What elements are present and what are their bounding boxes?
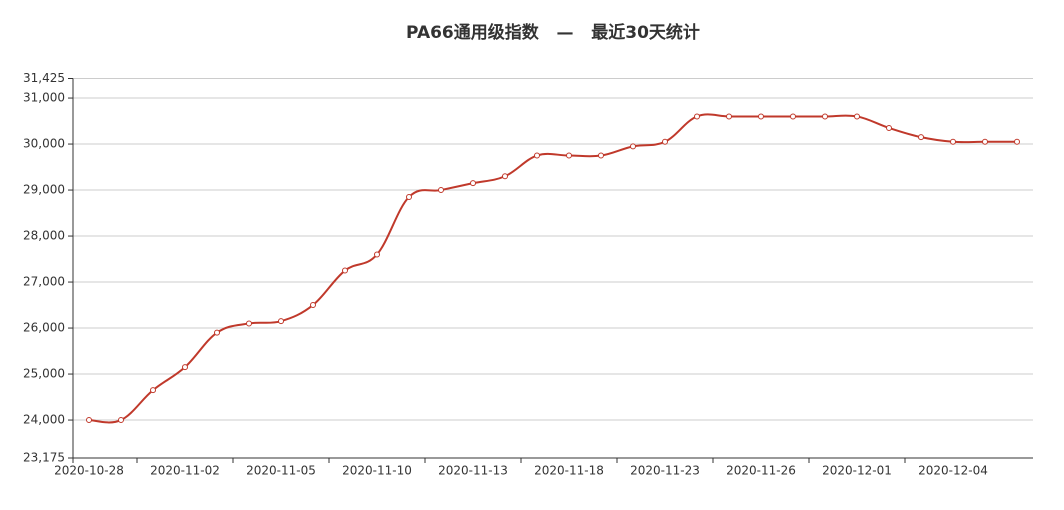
point [630,143,636,150]
x-tick-label: 2020-11-10 [342,464,412,478]
point [1014,138,1020,145]
point [566,152,572,159]
point [246,320,252,327]
point [86,417,92,424]
point [374,251,380,258]
chart-title: PA66通用级指数 — 最近30天统计 [406,22,700,43]
y-tick-label: 29,000 [23,183,65,197]
x-tick-label: 2020-11-02 [150,464,220,478]
x-tick-label: 2020-11-13 [438,464,508,478]
point [918,134,924,141]
point [726,113,732,120]
point [758,113,764,120]
point [438,187,444,194]
point [470,180,476,187]
point [182,364,188,371]
x-tick-label: 2020-10-28 [54,464,124,478]
point [150,387,156,394]
point [662,138,668,145]
point [214,329,220,336]
point [118,417,124,424]
y-tick-label: 26,000 [23,321,65,335]
point [534,152,540,159]
point [694,113,700,120]
series-line [88,113,1017,424]
point [854,113,860,120]
y-tick-label: 23,175 [23,451,65,465]
point [886,124,892,131]
y-tick-label: 25,000 [23,367,65,381]
point [342,267,348,274]
point [822,113,828,120]
x-tick-label: 2020-11-23 [630,464,700,478]
point [406,193,412,200]
x-tick-label: 2020-11-05 [246,464,316,478]
point [950,138,956,145]
x-tick-label: 2020-12-04 [918,464,988,478]
y-tick-label: 28,000 [23,229,65,243]
point [502,173,508,180]
point [790,113,796,120]
x-tick-label: 2020-12-01 [822,464,892,478]
y-tick-label: 31,425 [23,71,65,85]
y-tick-label: 31,000 [23,91,65,105]
point [278,318,284,325]
y-tick-label: 24,000 [23,413,65,427]
point [982,138,988,145]
x-tick-label: 2020-11-26 [726,464,796,478]
x-tick-label: 2020-11-18 [534,464,604,478]
point [598,152,604,159]
point [310,302,316,309]
y-tick-label: 27,000 [23,275,65,289]
y-tick-label: 30,000 [23,137,65,151]
